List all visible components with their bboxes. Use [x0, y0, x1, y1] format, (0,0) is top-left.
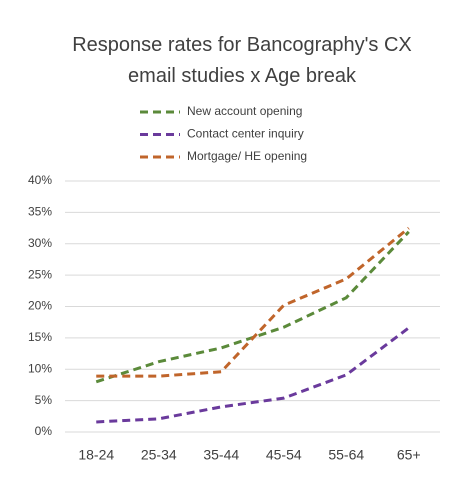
- y-tick-label: 20%: [28, 299, 52, 313]
- x-tick-label: 25-34: [141, 447, 177, 463]
- x-tick-label: 35-44: [203, 447, 239, 463]
- y-tick-label: 15%: [28, 330, 52, 344]
- x-tick-label: 45-54: [266, 447, 302, 463]
- legend-label: Mortgage/ HE opening: [187, 149, 307, 163]
- x-tick-label: 65+: [397, 447, 421, 463]
- y-tick-label: 35%: [28, 205, 52, 219]
- y-tick-label: 25%: [28, 267, 52, 281]
- series-line: [96, 326, 410, 424]
- legend-label: Contact center inquiry: [187, 127, 304, 141]
- chart-title: Response rates for Bancography's CX emai…: [72, 34, 412, 87]
- y-tick-label: 30%: [28, 236, 52, 250]
- y-tick-label: 10%: [28, 361, 52, 375]
- y-tick-label: 0%: [35, 424, 53, 438]
- y-tick-label: 5%: [35, 393, 53, 407]
- x-tick-label: 18-24: [78, 447, 114, 463]
- y-tick-label: 40%: [28, 173, 52, 187]
- legend-label: New account opening: [187, 104, 302, 118]
- x-tick-label: 55-64: [328, 447, 364, 463]
- series-line: [96, 226, 410, 378]
